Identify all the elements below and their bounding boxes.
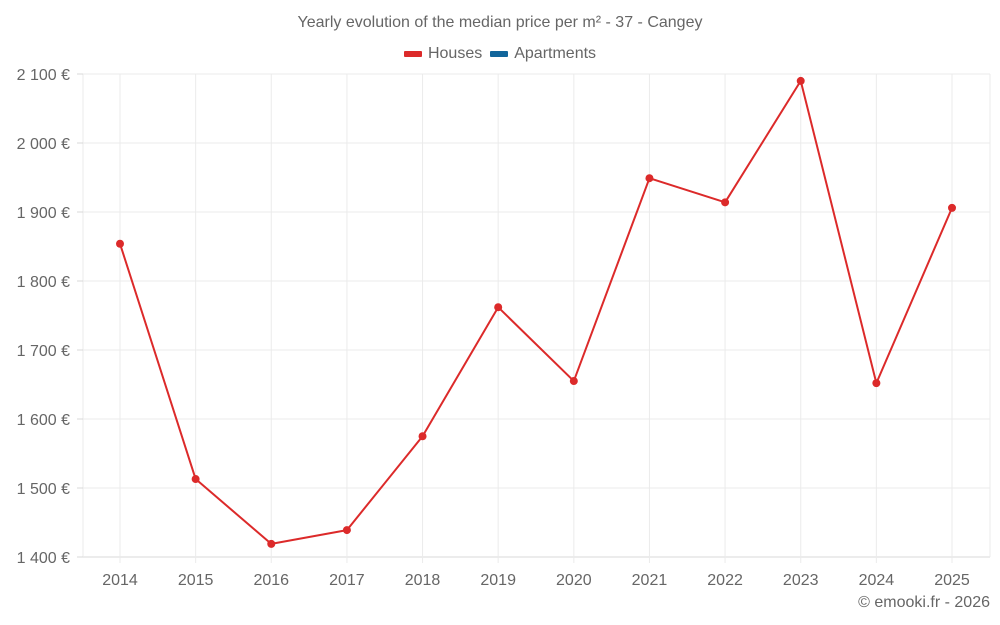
data-point[interactable]: [796, 76, 805, 85]
legend-label-apartments: Apartments: [514, 45, 597, 62]
data-point[interactable]: [342, 526, 351, 535]
x-tick-label: 2015: [178, 572, 214, 589]
y-tick-label: 2 000 €: [17, 136, 70, 153]
y-tick-label: 1 400 €: [17, 550, 70, 567]
x-tick-label: 2022: [707, 572, 743, 589]
data-point[interactable]: [872, 379, 881, 388]
data-point[interactable]: [494, 303, 503, 312]
data-point[interactable]: [191, 475, 200, 484]
copyright-credit: © emooki.fr - 2026: [858, 594, 990, 611]
y-axis: 1 400 € 1 500 € 1 600 € 1 700 € 1 800 € 1 900…: [17, 67, 83, 567]
x-axis: 2014 2015 2016 2017 2018 2019 2020 2021 2022 2023…: [102, 572, 970, 589]
houses-swatch-icon: [403, 51, 422, 57]
y-tick-label: 1 800 €: [17, 274, 70, 291]
y-tick-label: 1 700 €: [17, 343, 70, 360]
x-tick-label: 2017: [329, 572, 365, 589]
legend-label-houses: Houses: [427, 45, 483, 62]
apartments-swatch-icon: [490, 51, 509, 57]
legend-item-apartments[interactable]: Apartments: [490, 45, 596, 63]
data-point[interactable]: [116, 239, 124, 248]
x-tick-label: 2019: [480, 572, 516, 589]
series-houses: [116, 76, 956, 548]
data-point[interactable]: [721, 198, 730, 207]
x-tick-label: 2018: [405, 572, 441, 589]
y-tick-label: 2 100 €: [17, 67, 70, 84]
y-tick-label: 1 600 €: [17, 412, 70, 429]
data-point[interactable]: [645, 174, 654, 183]
x-tick-label: 2016: [253, 572, 289, 589]
x-tick-label: 2021: [632, 572, 668, 589]
y-tick-label: 1 500 €: [17, 481, 70, 498]
x-tick-label: 2014: [102, 572, 138, 589]
x-tick-label: 2025: [934, 572, 970, 589]
data-point[interactable]: [569, 377, 578, 386]
x-tick-label: 2020: [556, 572, 592, 589]
chart-title: Yearly evolution of the median price per…: [297, 14, 703, 31]
data-point[interactable]: [418, 432, 427, 441]
x-tick-label: 2023: [783, 572, 819, 589]
chart-legend: Houses Apartments: [0, 45, 1000, 63]
data-point[interactable]: [948, 203, 956, 212]
chart-grid: [82, 73, 991, 563]
legend-item-houses[interactable]: Houses: [403, 45, 483, 63]
y-tick-label: 1 900 €: [17, 205, 70, 222]
x-tick-label: 2024: [859, 572, 895, 589]
data-point[interactable]: [267, 539, 276, 548]
